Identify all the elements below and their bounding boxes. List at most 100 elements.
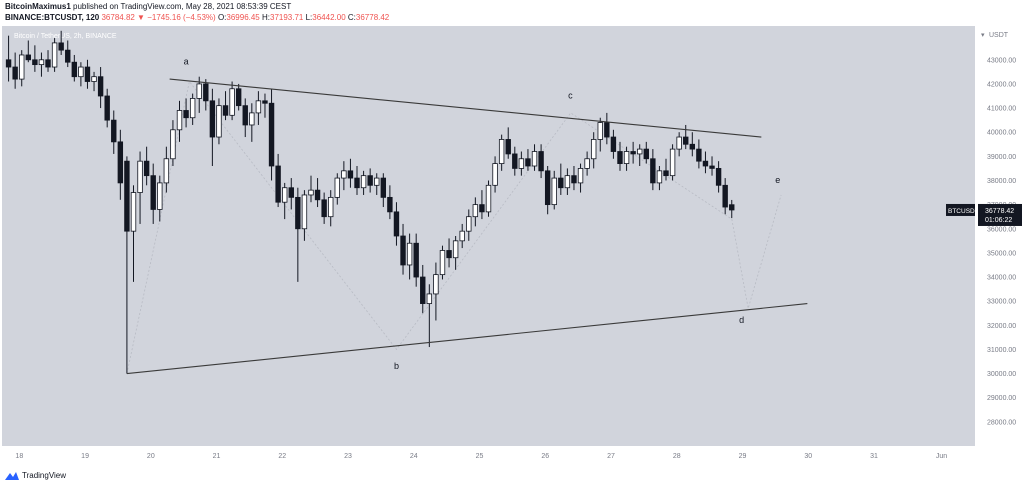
- candle-body: [216, 105, 222, 138]
- candle-body: [715, 168, 722, 186]
- x-tick-label: 25: [476, 453, 484, 460]
- plot-area[interactable]: [2, 26, 975, 446]
- publish-info: BitcoinMaximus1 published on TradingView…: [5, 2, 291, 11]
- candle-body: [58, 42, 64, 51]
- candle-body: [295, 196, 301, 230]
- candle-body: [71, 61, 78, 78]
- candle-body: [492, 163, 498, 186]
- tradingview-logo-icon[interactable]: [4, 471, 20, 481]
- tradingview-brand[interactable]: TradingView: [22, 471, 67, 480]
- candle-body: [45, 59, 51, 68]
- ohlc-line: BINANCE:BTCUSDT, 120 36784.82 ▼ −1745.16…: [5, 13, 389, 22]
- candle-body: [321, 199, 327, 218]
- candle-body: [380, 177, 387, 198]
- candle-body: [235, 88, 242, 107]
- candle-body: [650, 158, 656, 184]
- candle-body: [590, 139, 597, 160]
- x-tick-label: 28: [673, 453, 681, 460]
- candle-body: [19, 54, 25, 80]
- candle-body: [367, 175, 373, 186]
- candle-body: [643, 148, 649, 160]
- candle-body: [5, 59, 12, 68]
- candle-countdown: 01:06:22: [985, 217, 1012, 224]
- symbol-tag: [946, 203, 975, 216]
- candle-body: [702, 160, 709, 167]
- candle-body: [623, 151, 630, 164]
- close-label: C:: [347, 13, 356, 22]
- upper-trendline[interactable]: [169, 78, 762, 138]
- y-tick-label: 36000.00: [987, 226, 1016, 233]
- candle-body: [413, 242, 419, 278]
- candle-body: [544, 170, 551, 206]
- candle-body: [176, 110, 183, 131]
- candle-body: [479, 204, 485, 213]
- wave-label-d: d: [739, 315, 744, 325]
- lower-trendline[interactable]: [126, 303, 808, 375]
- y-tick-label: 42000.00: [987, 81, 1016, 88]
- candle-body: [124, 160, 130, 232]
- open-value: 36996.45: [226, 13, 260, 22]
- wave-label-c: c: [568, 90, 573, 100]
- candle-body: [97, 76, 104, 97]
- candle-body: [78, 66, 84, 78]
- candle-body: [268, 102, 275, 167]
- candle-body: [683, 136, 689, 145]
- candle-body: [341, 170, 347, 179]
- candle-body: [669, 148, 676, 177]
- candle-body: [630, 151, 636, 155]
- candle-body: [137, 160, 143, 193]
- price-chart[interactable]: 28000.00 29000.00 30000.00 31000.00 32000.00…: [0, 26, 1024, 466]
- candle-body: [689, 143, 696, 150]
- candle-body: [314, 189, 321, 201]
- candle-body: [512, 153, 518, 169]
- candle-body: [183, 110, 189, 119]
- candle-body: [498, 139, 505, 164]
- candle-body: [242, 105, 248, 126]
- candle-body: [157, 182, 163, 210]
- candle-body: [558, 177, 564, 189]
- y-tick-label: 38000.00: [987, 178, 1016, 185]
- low-value: 36442.00: [312, 13, 346, 22]
- candle-body: [209, 100, 216, 138]
- y-tick-label: 34000.00: [987, 275, 1016, 282]
- symbol-label: BINANCE:BTCUSDT, 120: [5, 13, 100, 22]
- candle-body: [538, 151, 544, 172]
- candle-body: [393, 211, 400, 237]
- y-tick-label: 39000.00: [987, 154, 1016, 161]
- currency-label: USDT: [989, 32, 1009, 39]
- y-tick-label: 35000.00: [987, 250, 1016, 257]
- candle-body: [38, 59, 45, 66]
- candle-body: [505, 139, 511, 155]
- candle-body: [439, 250, 446, 276]
- last-price-tag: [978, 203, 1022, 226]
- candle-body: [604, 122, 610, 138]
- candle-body: [531, 151, 538, 167]
- last-price-label: 36778.42: [985, 208, 1014, 215]
- candle-body: [262, 100, 268, 104]
- x-tick-label: 19: [81, 453, 89, 460]
- x-tick-label: 30: [804, 453, 812, 460]
- candle-body: [229, 88, 235, 116]
- candle-body: [466, 216, 472, 232]
- candle-body: [130, 192, 137, 232]
- candle-body: [308, 189, 314, 196]
- symbol-watermark: Bitcoin / TetherUS, 2h, BINANCE: [14, 33, 117, 40]
- wave-label-a: a: [184, 57, 189, 67]
- candle-body: [597, 122, 603, 140]
- candle-body: [446, 250, 452, 259]
- candle-body: [12, 66, 18, 80]
- candle-body: [255, 100, 262, 114]
- candle-body: [25, 54, 31, 61]
- candle-body: [656, 170, 663, 184]
- candle-body: [400, 235, 406, 266]
- x-tick-label: 29: [739, 453, 747, 460]
- x-tick-label: 20: [147, 453, 155, 460]
- author-name[interactable]: BitcoinMaximus1: [5, 2, 71, 11]
- candle-body: [676, 136, 682, 150]
- chart-footer: TradingView: [0, 466, 1024, 486]
- x-tick-label: 24: [410, 453, 418, 460]
- candle-body: [406, 242, 413, 266]
- candle-body: [637, 148, 643, 155]
- candle-body: [518, 158, 525, 169]
- x-tick-label: 23: [344, 453, 352, 460]
